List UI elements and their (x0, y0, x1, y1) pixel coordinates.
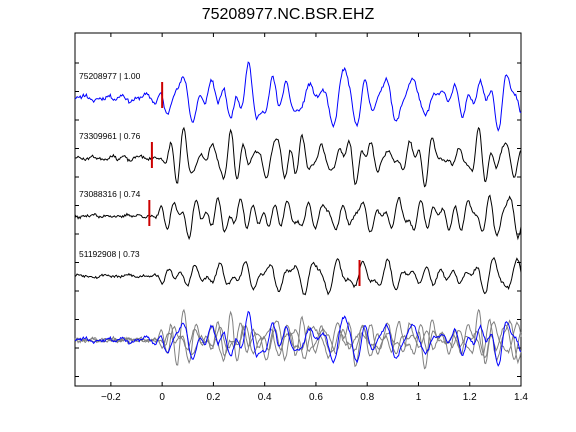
x-tick-label: 0.6 (309, 392, 323, 403)
trace-group (74, 61, 522, 296)
x-tick-label: 1.4 (514, 392, 528, 403)
x-tick-label: 0.8 (360, 392, 374, 403)
x-tick-label: 0.2 (206, 392, 220, 403)
plot-frame (74, 32, 522, 387)
pick-markers-group (148, 82, 361, 286)
trace-label-73309961: 73309961 | 0.76 (79, 131, 141, 141)
x-tick-label: 1.2 (463, 392, 477, 403)
x-tick-label: 0 (159, 392, 165, 403)
trace-51192908 (74, 256, 522, 296)
trace-75208977 (74, 61, 522, 132)
chart-title: 75208977.NC.BSR.EHZ (201, 6, 375, 23)
x-tick-label: −0.2 (101, 392, 121, 403)
trace-73088316 (74, 194, 522, 241)
trace-label-75208977: 75208977 | 1.00 (79, 71, 141, 81)
trace-label-51192908: 51192908 | 0.73 (79, 249, 140, 259)
trace-labels-group: 75208977 | 1.00 73309961 | 0.76 73088316 |… (79, 71, 141, 259)
stack-trace-73088316 (74, 318, 522, 365)
x-tick-label: 0.4 (258, 392, 272, 403)
trace-73309961 (74, 126, 522, 188)
x-tick-label: 1 (416, 392, 422, 403)
stacked-traces-group (74, 308, 522, 370)
x-axis: −0.2 0 0.2 0.4 0.6 0.8 1 1.2 1.4 (101, 33, 528, 403)
trace-label-73088316: 73088316 | 0.74 (79, 189, 141, 199)
stack-trace-75208977 (74, 310, 522, 367)
